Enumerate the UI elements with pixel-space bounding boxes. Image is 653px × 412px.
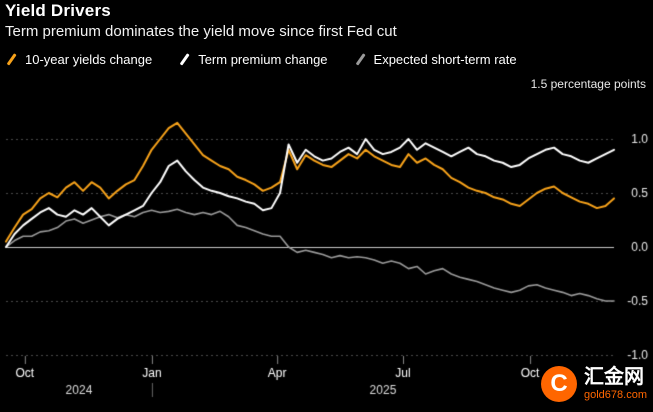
yield-drivers-line-chart <box>0 90 653 400</box>
watermark-logo-icon: C <box>541 366 577 402</box>
legend-item-2: Expected short-term rate <box>354 52 517 67</box>
watermark-site-name: 汇金网 <box>584 365 644 388</box>
legend-slash-icon <box>6 53 17 66</box>
legend-slash-icon <box>355 53 365 66</box>
legend-slash-icon <box>179 53 190 66</box>
legend-item-0: 10-year yields change <box>5 52 152 67</box>
chart-subtitle: Term premium dominates the yield move si… <box>5 23 397 40</box>
watermark: C 汇金网 gold678.com <box>541 366 647 402</box>
chart-title: Yield Drivers <box>5 1 111 20</box>
watermark-text: 汇金网 gold678.com <box>584 365 647 402</box>
chart-legend: 10-year yields change Term premium change… <box>5 52 649 67</box>
legend-label: Expected short-term rate <box>373 52 517 67</box>
watermark-site-domain: gold678.com <box>584 388 647 401</box>
legend-label: 10-year yields change <box>25 52 153 67</box>
legend-item-1: Term premium change <box>178 52 328 67</box>
legend-label: Term premium change <box>198 52 328 67</box>
y-axis-unit-label: 1.5 percentage points <box>530 77 646 91</box>
